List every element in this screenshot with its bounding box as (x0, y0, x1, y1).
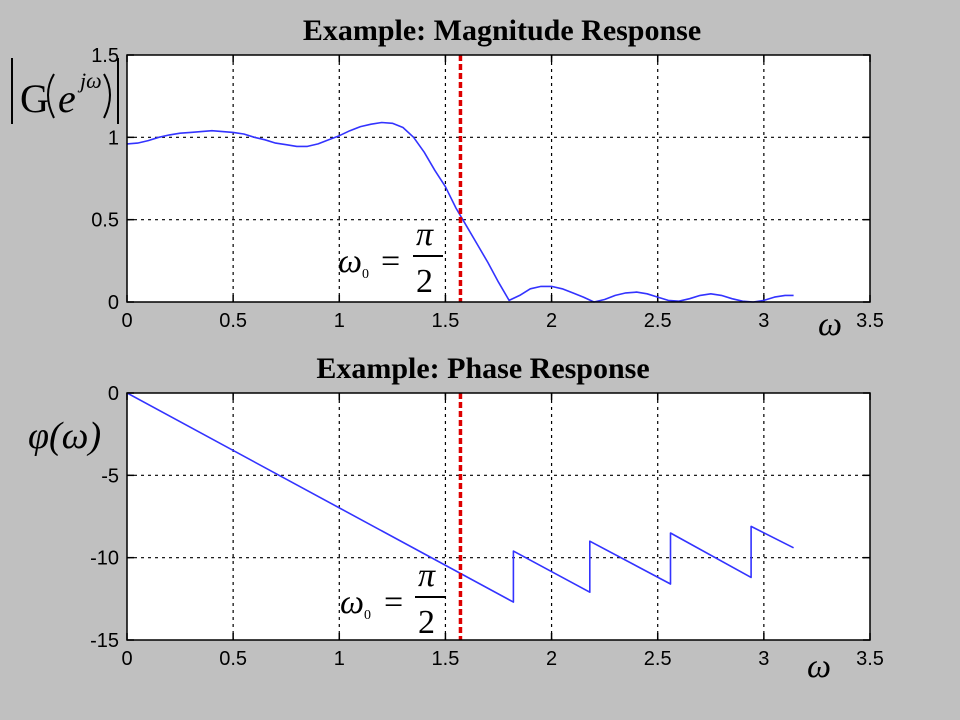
phase-x-tick-label: 0 (121, 648, 132, 670)
phase-x-tick-label: 1.5 (432, 648, 460, 670)
svg-text:ω: ω (338, 243, 362, 280)
svg-text:=: = (384, 584, 403, 621)
magnitude-plot-area (127, 55, 870, 302)
phase-x-tick-label: 1 (334, 648, 345, 670)
phase-x-tick-label: 2.5 (644, 648, 672, 670)
phase-series-line (126, 392, 794, 603)
svg-text:π: π (416, 216, 434, 253)
phase-omega0-annotation: ω 0 = π 2 (340, 557, 445, 641)
phase-x-axis-label: ω (807, 648, 831, 685)
magnitude-y-tick-label: 0 (108, 292, 119, 314)
phase-x-tick-label: 3.5 (856, 648, 884, 670)
phase-x-tick-label: 0.5 (219, 648, 247, 670)
phase-x-tick-label: 3 (758, 648, 769, 670)
phase-x-tick-label: 2 (546, 648, 557, 670)
magnitude-x-axis-label: ω (818, 306, 842, 343)
svg-text:ω: ω (340, 584, 364, 621)
svg-text:0: 0 (364, 608, 371, 623)
phase-plot-frame (126, 392, 871, 641)
magnitude-y-tick-label: 0.5 (91, 210, 119, 232)
svg-text:2: 2 (416, 263, 433, 300)
magnitude-y-tick-label: 1 (108, 127, 119, 149)
magnitude-plot-frame (126, 54, 871, 303)
magnitude-y-tick-label: 1.5 (91, 45, 119, 67)
phase-y-tick-label: -5 (101, 465, 119, 487)
svg-text:jω: jω (77, 68, 102, 93)
phase-chart-title: Example: Phase Response (316, 352, 649, 385)
phase-plot-area (127, 393, 870, 640)
magnitude-chart-title: Example: Magnitude Response (303, 14, 701, 47)
magnitude-x-tick-label: 2.5 (644, 310, 672, 332)
magnitude-omega0-annotation: ω 0 = π 2 (338, 216, 443, 300)
svg-text:=: = (381, 243, 400, 280)
svg-text:π: π (418, 557, 436, 594)
phase-chart: Example: Phase Response φ(ω) ω ω 0 = π 2… (28, 352, 884, 685)
magnitude-chart: Example: Magnitude Response G e jω ω ω 0… (11, 14, 884, 343)
phase-y-tick-label: -10 (90, 548, 119, 570)
magnitude-x-tick-label: 3 (758, 310, 769, 332)
magnitude-x-tick-label: 0 (121, 310, 132, 332)
magnitude-x-tick-label: 0.5 (219, 310, 247, 332)
phase-y-tick-label: 0 (108, 383, 119, 405)
magnitude-x-tick-label: 3.5 (856, 310, 884, 332)
magnitude-y-axis-label: G e jω (11, 58, 119, 124)
phase-y-axis-label: φ(ω) (28, 415, 101, 457)
magnitude-x-tick-label: 1 (334, 310, 345, 332)
svg-text:2: 2 (418, 604, 435, 641)
svg-text:e: e (58, 76, 76, 121)
magnitude-x-tick-label: 1.5 (432, 310, 460, 332)
phase-y-tick-label: -15 (90, 630, 119, 652)
svg-text:G: G (20, 76, 49, 121)
svg-text:0: 0 (362, 267, 369, 282)
magnitude-x-tick-label: 2 (546, 310, 557, 332)
